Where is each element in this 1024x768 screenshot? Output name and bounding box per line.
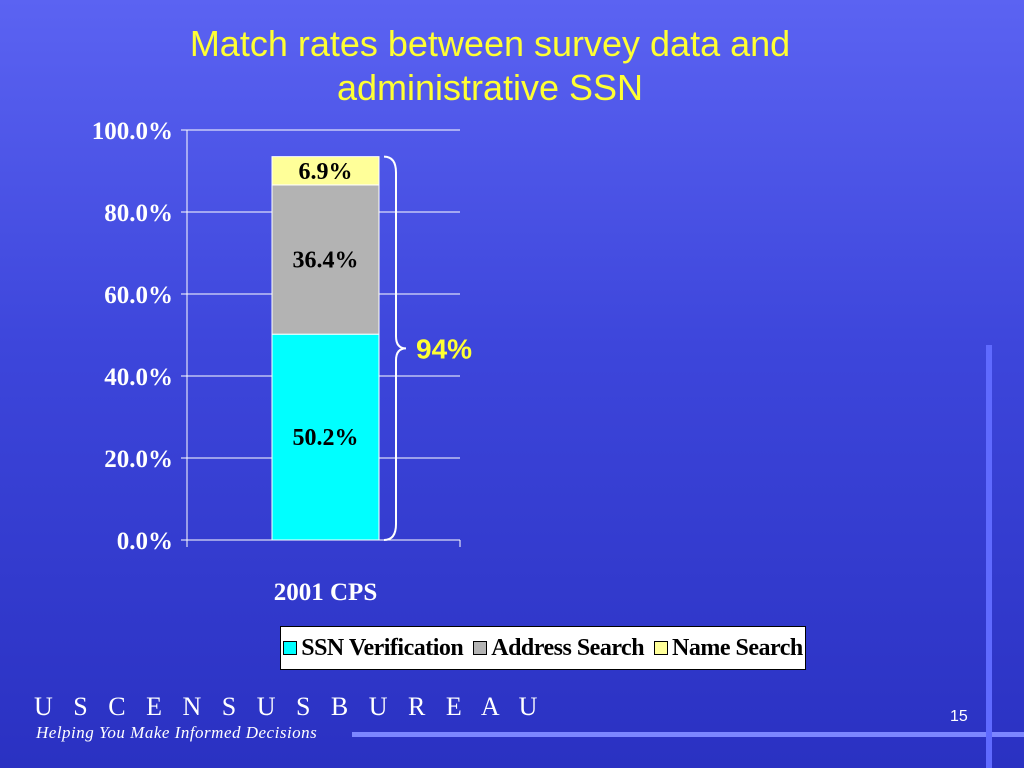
data-label-address-search: 36.4%: [293, 248, 359, 274]
legend-label-address-search: Address Search: [491, 634, 645, 661]
bar-segment-name-search: [271, 156, 380, 186]
legend-item-name-search: Name Search: [654, 635, 803, 662]
total-brace: [383, 155, 407, 541]
y-tick-label: 20.0%: [104, 446, 173, 473]
bar-segment-ssn-verification: [271, 333, 380, 541]
y-tick-label: 0.0%: [117, 528, 173, 555]
y-tick-label: 40.0%: [104, 364, 173, 391]
legend-swatch-address-search: [473, 641, 488, 655]
legend-label-name-search: Name Search: [672, 634, 803, 661]
right-rule: [986, 345, 992, 768]
data-label-ssn-verification: 50.2%: [293, 425, 359, 451]
footer-tagline: Helping You Make Informed Decisions: [36, 723, 318, 742]
legend-label-ssn-verification: SSN Verification: [301, 634, 464, 661]
slide-title: Match rates between survey data and admi…: [120, 22, 860, 110]
data-label-name-search: 6.9%: [299, 159, 353, 185]
footer-rule: [352, 732, 1024, 737]
bar-segment-address-search: [271, 184, 380, 335]
x-category-label: 2001 CPS: [274, 579, 377, 606]
chart-legend: SSN Verification Address Search Name Sea…: [280, 626, 806, 670]
legend-item-address-search: Address Search: [473, 634, 645, 662]
page-number: 15: [950, 708, 968, 725]
footer-brand-logo: U S C E N S U S B U R E A U: [34, 692, 545, 721]
legend-swatch-name-search: [654, 641, 669, 655]
slide-title-line2: administrative SSN: [336, 67, 644, 108]
y-tick-label: 60.0%: [104, 282, 173, 309]
y-tick-label: 100.0%: [92, 118, 173, 145]
legend-swatch-ssn-verification: [283, 641, 298, 655]
y-tick-label: 80.0%: [104, 200, 173, 227]
legend-item-ssn-verification: SSN Verification: [283, 634, 464, 662]
total-annotation: 94%: [416, 333, 472, 364]
slide-title-line1: Match rates between survey data and: [189, 23, 791, 64]
